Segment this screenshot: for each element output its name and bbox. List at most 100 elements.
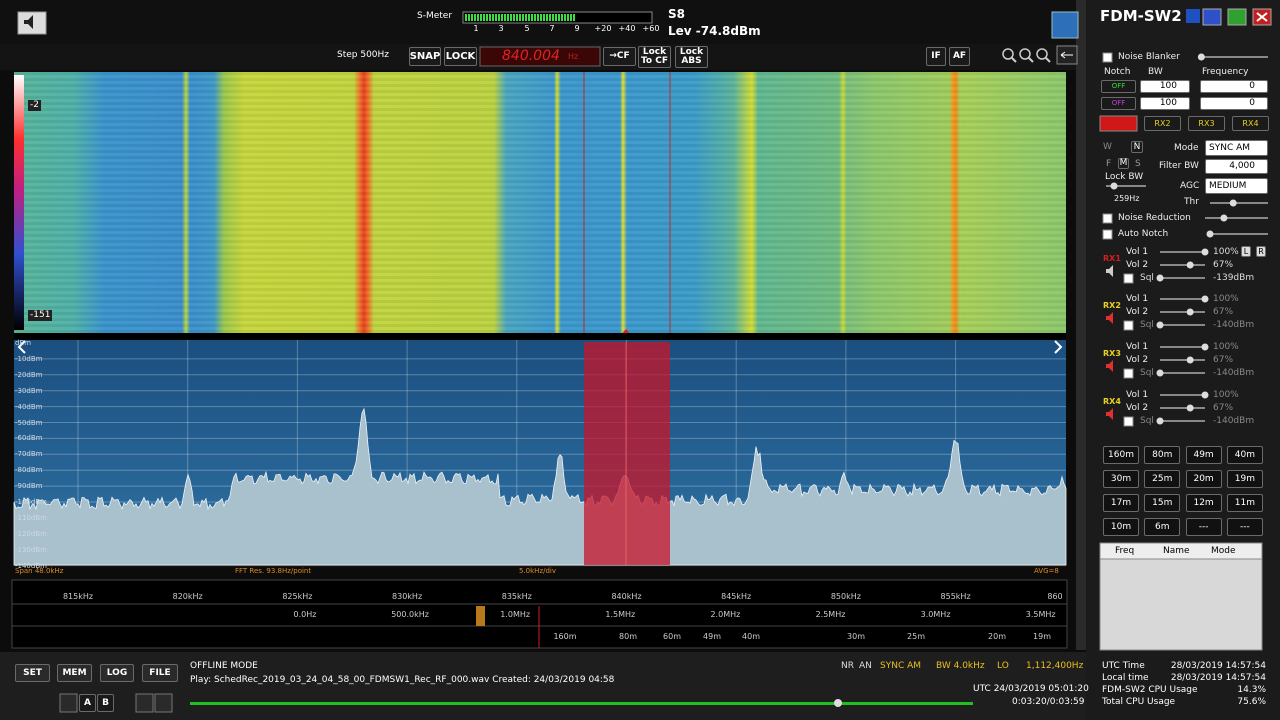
slider-knob xyxy=(1197,53,1205,61)
mode-label: Mode xyxy=(1174,143,1199,153)
n[interactable]: N xyxy=(1131,141,1143,153)
b[interactable]: B xyxy=(97,694,114,712)
smeter-scale: 3 xyxy=(498,24,504,33)
bw[interactable]: 100 xyxy=(1140,80,1190,93)
rx-tabs[interactable]: RX2 xyxy=(1144,116,1181,131)
s-value: S8 xyxy=(668,7,685,21)
bw[interactable]: 100 xyxy=(1140,97,1190,110)
rx-tabs[interactable]: RX4 xyxy=(1232,116,1269,131)
mute-icon xyxy=(1106,312,1113,324)
band-buttons[interactable]: 80m xyxy=(1144,446,1181,464)
checkbox xyxy=(1123,368,1134,379)
band-buttons[interactable]: 10m xyxy=(1103,518,1139,536)
bands: 25m xyxy=(907,632,925,641)
filter-bw-label: Filter BW xyxy=(1159,161,1199,171)
buttons[interactable]: SET xyxy=(15,664,50,682)
band-buttons[interactable]: --- xyxy=(1226,518,1263,536)
mhz: 500.0kHz xyxy=(391,610,429,619)
minimize-button xyxy=(1202,8,1222,26)
agc[interactable]: MEDIUM xyxy=(1205,178,1268,194)
band-buttons[interactable]: 6m xyxy=(1144,518,1181,536)
bands: 40m xyxy=(742,632,760,641)
snap[interactable]: SNAP xyxy=(409,47,441,66)
app-icon xyxy=(1051,11,1079,39)
state[interactable]: OFF xyxy=(1101,80,1136,93)
freq[interactable]: 0 xyxy=(1200,80,1268,93)
mhz: 3.0MHz xyxy=(920,610,951,619)
memory-table xyxy=(1099,542,1263,651)
khz: 845kHz xyxy=(721,592,752,601)
buttons[interactable]: FILE xyxy=(142,664,178,682)
mhz: 1.5MHz xyxy=(605,610,636,619)
mhz: 1.0MHz xyxy=(500,610,531,619)
db-labels: dBm xyxy=(15,339,32,347)
lock-abs[interactable]: Lock ABS xyxy=(675,46,708,68)
buttons[interactable]: MEM xyxy=(57,664,92,682)
l[interactable]: L xyxy=(1241,246,1251,257)
band-buttons[interactable]: 49m xyxy=(1185,446,1222,464)
mhz: 2.0MHz xyxy=(710,610,741,619)
zoom-icon xyxy=(1002,48,1014,60)
filter-band xyxy=(584,342,670,565)
max: -2 xyxy=(28,100,41,111)
vol2-value: 67% xyxy=(1213,355,1234,365)
band-buttons[interactable]: 11m xyxy=(1226,494,1263,512)
s-meter-segment xyxy=(468,14,470,21)
s-meter-segment xyxy=(477,14,479,21)
smeter-scale: 1 xyxy=(473,24,479,33)
band-buttons[interactable]: 20m xyxy=(1185,470,1222,488)
mode[interactable]: SYNC AM xyxy=(1205,140,1268,156)
mute-icon xyxy=(1106,408,1113,420)
s-meter-segment xyxy=(555,14,557,21)
lock-to-cf[interactable]: Lock To CF xyxy=(638,46,671,68)
khz: 830kHz xyxy=(392,592,423,601)
band-buttons[interactable]: 19m xyxy=(1226,470,1263,488)
s-meter-segment xyxy=(540,14,542,21)
rx-tabs[interactable]: RX3 xyxy=(1188,116,1225,131)
lock[interactable]: LOCK xyxy=(444,47,477,66)
close-x xyxy=(1256,12,1268,22)
buttons[interactable]: LOG xyxy=(100,664,134,682)
mode: OFFLINE MODE xyxy=(190,661,258,671)
vol2: Vol 2 xyxy=(1126,307,1149,317)
bottom-bar xyxy=(0,652,1086,720)
band-buttons[interactable]: 15m xyxy=(1144,494,1181,512)
band-buttons[interactable]: 12m xyxy=(1185,494,1222,512)
name: RX3 xyxy=(1103,349,1121,358)
state[interactable]: OFF xyxy=(1101,97,1136,110)
s-meter-segment xyxy=(546,14,548,21)
to-cf[interactable]: →CF xyxy=(603,47,636,66)
step: Step 500Hz xyxy=(337,50,390,60)
m[interactable]: M xyxy=(1118,158,1129,169)
smeter-scale: 9 xyxy=(574,24,580,33)
khz: 850kHz xyxy=(830,592,861,601)
line xyxy=(1045,57,1051,63)
slider-knob xyxy=(1201,295,1209,303)
s-meter-segment xyxy=(567,14,569,21)
db-labels: -140dBm xyxy=(15,561,47,570)
slider-knob xyxy=(1156,369,1164,377)
band-buttons[interactable]: 17m xyxy=(1103,494,1139,512)
sql-value: -140dBm xyxy=(1213,416,1255,426)
band-buttons[interactable]: 40m xyxy=(1226,446,1263,464)
khz: 825kHz xyxy=(282,592,313,601)
vol1-value: 100% xyxy=(1213,342,1239,352)
spectrum-trace xyxy=(13,407,1067,566)
khz: 840kHz xyxy=(611,592,642,601)
af[interactable]: AF xyxy=(949,47,970,66)
memory-headers: Name xyxy=(1163,546,1190,556)
if[interactable]: IF xyxy=(926,47,946,66)
lo: LO xyxy=(997,661,1009,671)
band-buttons[interactable]: --- xyxy=(1185,518,1222,536)
filter-bw[interactable]: 4,000 xyxy=(1205,159,1268,174)
freq[interactable]: 0 xyxy=(1200,97,1268,110)
scrollbar xyxy=(1076,0,1086,650)
band-buttons[interactable]: 25m xyxy=(1144,470,1181,488)
vol2: Vol 2 xyxy=(1126,260,1149,270)
band-buttons[interactable]: 30m xyxy=(1103,470,1139,488)
band-buttons[interactable]: 160m xyxy=(1103,446,1139,464)
a[interactable]: A xyxy=(79,694,96,712)
r[interactable]: R xyxy=(1256,246,1266,257)
s-meter-segment xyxy=(549,14,551,21)
slider-knob xyxy=(1201,248,1209,256)
